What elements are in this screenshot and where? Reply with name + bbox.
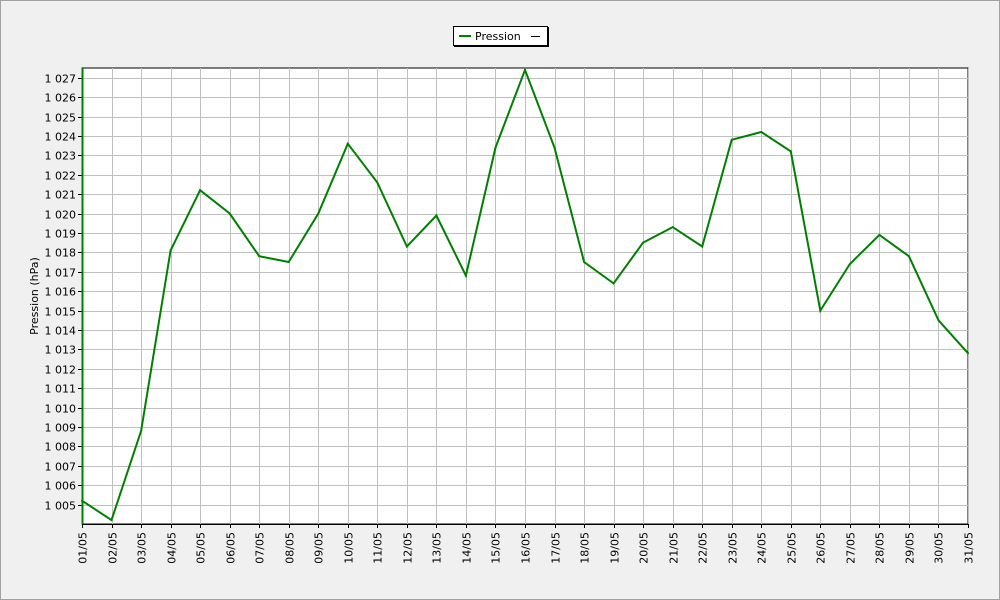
data-point [848, 263, 851, 265]
data-point [169, 249, 172, 252]
data-point [524, 68, 526, 71]
data-point [878, 233, 881, 236]
x-tick-label: 22/05 [697, 532, 710, 564]
y-tick-label: 1 007 [45, 461, 77, 474]
x-tick-label: 09/05 [313, 532, 326, 564]
data-point [228, 212, 231, 215]
data-point [199, 189, 202, 192]
y-tick-label: 1 013 [45, 344, 77, 357]
x-tick-label: 10/05 [343, 532, 356, 564]
y-tick-label: 1 018 [45, 247, 77, 260]
data-point [553, 146, 556, 149]
data-point [671, 226, 674, 229]
y-tick-label: 1 023 [45, 150, 77, 163]
data-point [789, 150, 792, 153]
data-point [346, 142, 349, 145]
x-tick-label: 01/05 [77, 532, 90, 564]
y-tick-label: 1 009 [45, 422, 77, 435]
x-tick-label: 28/05 [874, 532, 887, 564]
y-axis: 1 005 1 006 1 007 1 008 1 009 1 010 1 011 1 012… [45, 68, 84, 524]
data-point [760, 131, 763, 133]
x-tick-label: 30/05 [933, 532, 946, 564]
y-tick-label: 1 005 [45, 500, 77, 513]
x-tick-label: 18/05 [579, 532, 592, 564]
y-tick-label: 1 020 [45, 209, 77, 222]
y-tick-label: 1 006 [45, 480, 77, 493]
data-point [258, 255, 261, 258]
y-axis-label: Pression (hPa) [28, 257, 41, 335]
data-point [376, 181, 379, 184]
x-tick-label: 08/05 [284, 532, 297, 564]
y-tick-label: 1 008 [45, 441, 77, 454]
x-tick-label: 29/05 [904, 532, 917, 564]
x-tick-label: 19/05 [609, 532, 622, 564]
x-tick-label: 26/05 [815, 532, 828, 564]
data-point [730, 138, 733, 141]
y-tick-label: 1 012 [45, 364, 77, 377]
x-tick-label: 31/05 [963, 532, 976, 564]
y-tick-label: 1 019 [45, 228, 77, 241]
legend-dash [530, 35, 540, 37]
x-tick-label: 13/05 [431, 532, 444, 564]
y-tick-label: 1 024 [45, 131, 77, 144]
data-point [405, 245, 408, 248]
x-tick-label: 15/05 [490, 532, 503, 564]
data-point [81, 499, 83, 502]
x-tick-label: 07/05 [254, 532, 267, 564]
y-tick-label: 1 015 [45, 306, 77, 319]
x-tick-label: 06/05 [225, 532, 238, 564]
y-tick-label: 1 026 [45, 92, 77, 105]
y-tick-label: 1 021 [45, 189, 77, 202]
x-tick-label: 21/05 [668, 532, 681, 564]
y-tick-label: 1 010 [45, 403, 77, 416]
data-point [110, 519, 113, 522]
legend-swatch [459, 35, 471, 37]
x-tick-label: 11/05 [372, 532, 385, 564]
data-point [140, 429, 143, 432]
data-point [937, 319, 940, 322]
x-tick-label: 16/05 [520, 532, 533, 564]
data-point [642, 241, 645, 244]
x-tick-label: 12/05 [402, 532, 415, 564]
data-point [701, 245, 704, 248]
legend: Pression [453, 26, 548, 46]
x-tick-label: 14/05 [461, 532, 474, 564]
y-tick-label: 1 022 [45, 170, 77, 183]
legend-label: Pression [475, 29, 521, 43]
y-tick-label: 1 014 [45, 325, 77, 338]
x-tick-label: 23/05 [727, 532, 740, 564]
data-point [494, 146, 497, 149]
y-tick-label: 1 017 [45, 267, 77, 280]
x-tick-label: 05/05 [195, 532, 208, 564]
x-tick-label: 04/05 [166, 532, 179, 564]
y-tick-label: 1 025 [45, 112, 77, 125]
x-axis: 01/05 02/05 03/05 04/05 05/05 06/05 07/05 08/05… [77, 524, 976, 564]
y-tick-label: 1 027 [45, 73, 77, 86]
x-tick-label: 27/05 [845, 532, 858, 564]
data-point [967, 352, 969, 355]
data-point [317, 212, 320, 215]
x-tick-label: 20/05 [638, 532, 651, 564]
series-group [81, 67, 969, 522]
data-point [464, 274, 467, 277]
x-tick-label: 25/05 [786, 532, 799, 564]
data-point [287, 261, 290, 263]
data-point [435, 214, 438, 217]
data-point [583, 261, 586, 263]
data-point [819, 309, 822, 312]
data-point [612, 282, 615, 285]
x-tick-label: 24/05 [756, 532, 769, 564]
x-tick-label: 17/05 [550, 532, 563, 564]
x-tick-label: 02/05 [107, 532, 120, 564]
data-point [907, 255, 910, 258]
y-tick-label: 1 016 [45, 286, 77, 299]
x-tick-label: 03/05 [136, 532, 149, 564]
y-tick-label: 1 011 [45, 383, 77, 396]
